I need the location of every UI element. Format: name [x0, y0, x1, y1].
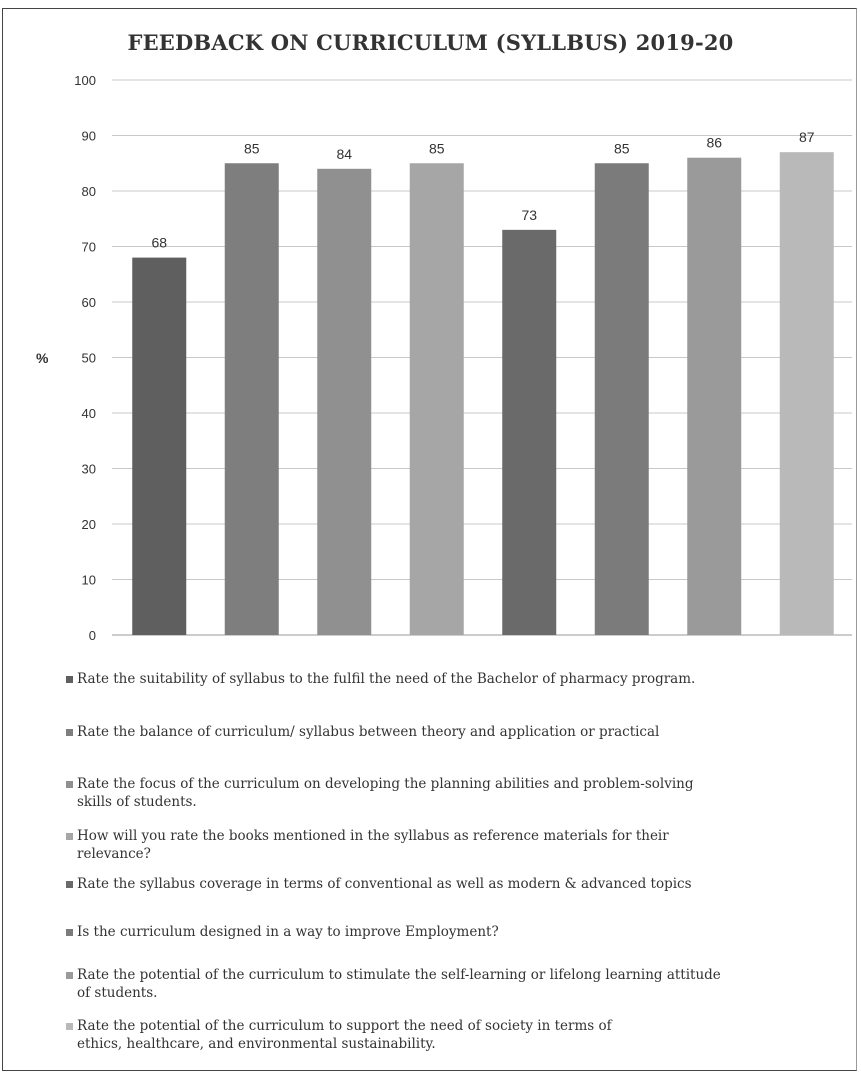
bar [594, 163, 649, 635]
bar [409, 163, 464, 635]
legend-item: Rate the potential of the curriculum to … [66, 966, 826, 1002]
legend-swatch [66, 833, 73, 840]
y-tick-label: 10 [82, 573, 96, 588]
legend-label: Rate the focus of the curriculum on deve… [77, 776, 694, 810]
legend-item: Rate the syllabus coverage in terms of c… [66, 875, 826, 893]
bar [224, 163, 279, 635]
legend-item: Is the curriculum designed in a way to i… [66, 923, 826, 941]
bar [317, 168, 372, 636]
data-label: 84 [336, 146, 352, 162]
data-label: 85 [429, 140, 445, 156]
legend-swatch [66, 1023, 73, 1030]
legend-swatch [66, 729, 73, 736]
data-label: 86 [706, 135, 722, 151]
y-tick-label: 50 [82, 351, 96, 366]
y-tick-label: 90 [82, 129, 96, 144]
legend-swatch [66, 972, 73, 979]
legend-label: Is the curriculum designed in a way to i… [77, 924, 499, 940]
y-tick-label: 80 [82, 184, 96, 199]
legend-label: Rate the suitability of syllabus to the … [77, 671, 696, 687]
y-tick-label: 70 [82, 240, 96, 255]
y-tick-label: 0 [89, 628, 96, 643]
data-label: 87 [799, 129, 815, 145]
legend-swatch [66, 676, 73, 683]
y-tick-label: 100 [74, 73, 96, 88]
legend-label: Rate the balance of curriculum/ syllabus… [77, 724, 660, 740]
legend-item: Rate the balance of curriculum/ syllabus… [66, 723, 826, 741]
legend-label: Rate the potential of the curriculum to … [77, 1018, 612, 1052]
data-label: 73 [521, 207, 537, 223]
y-tick-label: 30 [82, 462, 96, 477]
data-label: 85 [614, 140, 630, 156]
legend-swatch [66, 881, 73, 888]
bar [502, 229, 557, 635]
legend-item: How will you rate the books mentioned in… [66, 827, 826, 863]
legend-item: Rate the focus of the curriculum on deve… [66, 775, 826, 811]
y-axis-label: % [36, 350, 49, 366]
data-label: 68 [151, 235, 167, 251]
bar [687, 157, 742, 635]
chart-title: FEEDBACK ON CURRICULUM (SYLLBUS) 2019-20 [127, 30, 734, 55]
legend-swatch [66, 781, 73, 788]
legend-item: Rate the suitability of syllabus to the … [66, 670, 826, 688]
legend-label: How will you rate the books mentioned in… [77, 828, 669, 862]
bar-chart: 0 10 20 30 40 50 60 70 80 90 100 68 85 84 85 73 85 86 87 [74, 73, 852, 643]
legend-swatch [66, 929, 73, 936]
bar [779, 152, 834, 635]
legend-item: Rate the potential of the curriculum to … [66, 1017, 826, 1053]
y-tick-label: 60 [82, 295, 96, 310]
legend-label: Rate the syllabus coverage in terms of c… [77, 876, 692, 892]
legend-label: Rate the potential of the curriculum to … [77, 967, 721, 1001]
data-label: 85 [244, 140, 260, 156]
y-tick-label: 20 [82, 517, 96, 532]
bar [132, 257, 187, 635]
y-tick-label: 40 [82, 406, 96, 421]
